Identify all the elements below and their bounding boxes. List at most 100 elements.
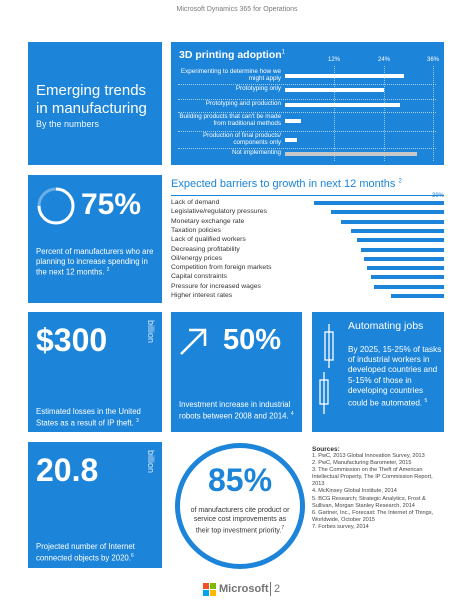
barrier-bar <box>351 228 444 233</box>
barrier-label: Pressure for increased wages <box>171 282 261 290</box>
stat-208-description: Projected number of Internet connected o… <box>36 542 135 563</box>
footer: Microsoft 2 <box>0 580 474 600</box>
stat-300-unit: billion <box>146 320 156 344</box>
footer-brand: Microsoft <box>219 583 269 595</box>
barrier-row: Capital constraints <box>171 273 444 281</box>
printing-row: Not implementing <box>171 149 281 164</box>
sources-title: Sources: <box>312 446 340 453</box>
barrier-row: Legislative/regulatory pressures <box>171 208 444 216</box>
barrier-row: Lack of qualified workers <box>171 236 444 244</box>
barrier-bar <box>364 256 444 261</box>
printing-row: Production of final products/ components… <box>171 132 281 147</box>
printing-row-separator <box>178 131 436 132</box>
sources-list: Sources: 1. PwC, 2013 Global Innovation … <box>312 446 446 531</box>
stat-75-tile: 75% Percent of manufacturers who are pla… <box>28 175 162 303</box>
stat-208-value: 20.8 <box>36 452 99 488</box>
printing-row: Experimenting to determine how we might … <box>171 68 281 83</box>
barrier-bar <box>367 266 444 271</box>
source-item: 2. PwC, Manufacturing Barometer, 2015 <box>312 460 412 467</box>
barrier-row: Monetary exchange rate <box>171 218 444 226</box>
printing-gridline <box>433 66 434 161</box>
progress-ring-icon <box>37 187 75 225</box>
printing-chart-title: 3D printing adoption1 <box>179 49 285 61</box>
printing-tick-label: 24% <box>377 57 390 63</box>
barrier-bar <box>341 219 444 224</box>
barriers-max-label: 39% <box>431 193 444 199</box>
source-item: 5. BCG Research; Strategic Analytics, Fr… <box>312 495 426 509</box>
barrier-bar <box>374 284 444 289</box>
stat-50-value: 50% <box>223 324 282 356</box>
source-item: 6. Gartner, Inc., Forecast: The Internet… <box>312 509 434 523</box>
stat-75-description: Percent of manufacturers who are plannin… <box>36 247 154 277</box>
barrier-bar <box>391 294 444 298</box>
barrier-bar <box>314 201 444 205</box>
printing-category-label: Building products that can't be made fro… <box>179 113 281 127</box>
printing-category-label: Production of final products/ components… <box>202 132 281 146</box>
stat-300-description: Estimated losses in the United States as… <box>36 407 141 428</box>
printing-bar <box>285 103 400 107</box>
source-item: 3. The Commission on the Theft of Americ… <box>312 467 433 488</box>
printing-bar <box>285 88 384 92</box>
title-line-1: Emerging trends <box>36 82 147 99</box>
printing-gridline <box>384 66 385 161</box>
barriers-divider <box>171 195 444 196</box>
page-number: 2 <box>274 583 281 595</box>
printing-row: Building products that can't be made fro… <box>171 113 281 128</box>
printing-row-separator <box>178 148 436 149</box>
barrier-row: Pressure for increased wages <box>171 283 444 291</box>
barrier-label: Oil/energy prices <box>171 254 222 262</box>
automating-jobs-tile: Automating jobs By 2025, 15-25% of tasks… <box>312 312 444 432</box>
automating-jobs-description: By 2025, 15-25% of tasks of industrial w… <box>348 345 442 408</box>
barrier-bar <box>331 210 444 215</box>
arrow-up-right-icon <box>180 328 207 355</box>
printing-adoption-chart: 3D printing adoption1 12% 24% 36% Experime… <box>171 42 444 165</box>
stat-75-value: 75% <box>81 188 142 221</box>
barrier-label: Taxation policies <box>171 226 221 234</box>
printing-row-separator <box>178 112 436 113</box>
barrier-row: Taxation policies <box>171 227 444 235</box>
barriers-chart-title: Expected barriers to growth in next 12 m… <box>171 178 402 190</box>
barrier-row: Decreasing profitability <box>171 246 444 254</box>
page-header: Microsoft Dynamics 365 for Operations <box>176 6 298 13</box>
printing-tick-label: 36% <box>426 57 439 63</box>
stat-85-circle: 85% of manufacturers cite product or ser… <box>175 443 305 569</box>
printing-category-label: Prototyping and production <box>205 100 281 107</box>
stat-50-tile: 50% Investment increase in industrial ro… <box>171 312 302 432</box>
barrier-label: Monetary exchange rate <box>171 217 245 225</box>
barrier-row: Higher interest rates <box>171 292 444 300</box>
printing-bar <box>285 138 297 142</box>
barrier-bar <box>371 275 444 280</box>
source-item: 7. Forbes survey, 2014 <box>312 523 369 530</box>
printing-tick-label: 12% <box>327 57 340 63</box>
printing-category-label: Experimenting to determine how we might … <box>180 68 281 82</box>
automating-jobs-title: Automating jobs <box>348 320 424 332</box>
microsoft-logo-icon <box>203 583 216 596</box>
printing-bar <box>285 74 404 78</box>
stat-85-description: of manufacturers cite product or service… <box>190 507 290 535</box>
barrier-row: Oil/energy prices <box>171 255 444 263</box>
barrier-bar <box>361 247 444 252</box>
source-item: 4. McKinsey Global Institute, 2014 <box>312 488 397 495</box>
barrier-row: Lack of demand <box>171 199 444 207</box>
footer-divider <box>270 582 271 596</box>
source-item: 1. PwC, 2013 Global Innovation Survey, 2… <box>312 453 425 459</box>
title-subtitle: By the numbers <box>36 119 100 129</box>
barrier-label: Decreasing profitability <box>171 245 240 253</box>
stat-300-tile: $300 billion Estimated losses in the Uni… <box>28 312 162 432</box>
printing-bar <box>285 119 301 123</box>
title-tile: Emerging trends in manufacturing By the … <box>28 42 162 165</box>
barrier-row: Competition from foreign markets <box>171 264 444 272</box>
printing-row: Prototyping and production <box>171 100 281 115</box>
printing-row-separator <box>178 99 436 100</box>
barrier-bar <box>357 238 444 243</box>
barrier-label: Competition from foreign markets <box>171 264 272 272</box>
printing-gridline <box>334 66 335 161</box>
printing-row: Prototyping only <box>171 85 281 100</box>
barrier-label: Lack of demand <box>171 199 220 206</box>
barrier-label: Capital constraints <box>171 273 227 281</box>
barrier-label: Lack of qualified workers <box>171 236 246 244</box>
stat-85-value: 85% <box>207 462 273 498</box>
barrier-label: Higher interest rates <box>171 292 233 299</box>
candlestick-icon <box>319 324 334 414</box>
stat-300-value: $300 <box>36 322 108 358</box>
